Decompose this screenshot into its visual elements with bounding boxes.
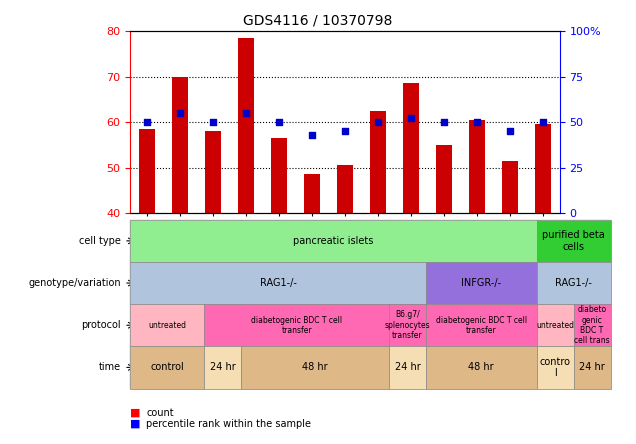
Bar bbox=[436, 145, 452, 213]
Text: pancreatic islets: pancreatic islets bbox=[293, 236, 374, 246]
Text: genotype/variation: genotype/variation bbox=[28, 278, 121, 288]
Text: GDS4116 / 10370798: GDS4116 / 10370798 bbox=[244, 13, 392, 28]
Text: cell type: cell type bbox=[79, 236, 121, 246]
Point bbox=[472, 119, 482, 126]
Text: diabetogenic BDC T cell
transfer: diabetogenic BDC T cell transfer bbox=[251, 316, 342, 335]
Point bbox=[505, 128, 515, 135]
Bar bbox=[502, 161, 518, 213]
Text: 48 hr: 48 hr bbox=[302, 362, 328, 373]
Text: 24 hr: 24 hr bbox=[394, 362, 420, 373]
Text: untreated: untreated bbox=[536, 321, 574, 330]
Text: 24 hr: 24 hr bbox=[579, 362, 605, 373]
Point bbox=[307, 131, 317, 139]
Text: ■: ■ bbox=[130, 419, 141, 429]
Bar bbox=[205, 131, 221, 213]
Text: ■: ■ bbox=[130, 408, 141, 418]
Point bbox=[241, 109, 251, 116]
Text: RAG1-/-: RAG1-/- bbox=[555, 278, 592, 288]
Bar bbox=[370, 111, 386, 213]
Text: B6.g7/
splenocytes
transfer: B6.g7/ splenocytes transfer bbox=[385, 310, 430, 340]
Point bbox=[175, 109, 185, 116]
Text: RAG1-/-: RAG1-/- bbox=[259, 278, 296, 288]
Point bbox=[406, 115, 416, 122]
Bar bbox=[172, 76, 188, 213]
Text: control: control bbox=[151, 362, 184, 373]
Point bbox=[340, 128, 350, 135]
Point bbox=[274, 119, 284, 126]
Point bbox=[142, 119, 152, 126]
Text: contro
l: contro l bbox=[540, 357, 570, 378]
Text: percentile rank within the sample: percentile rank within the sample bbox=[146, 419, 311, 429]
Point bbox=[208, 119, 218, 126]
Bar bbox=[139, 129, 155, 213]
Text: diabeto
genic
BDC T
cell trans: diabeto genic BDC T cell trans bbox=[574, 305, 610, 345]
Text: purified beta
cells: purified beta cells bbox=[543, 230, 605, 252]
Text: time: time bbox=[99, 362, 121, 373]
Bar bbox=[403, 83, 419, 213]
Text: 48 hr: 48 hr bbox=[469, 362, 494, 373]
Bar bbox=[304, 174, 321, 213]
Bar bbox=[469, 120, 485, 213]
Point bbox=[439, 119, 449, 126]
Point bbox=[538, 119, 548, 126]
Text: diabetogenic BDC T cell
transfer: diabetogenic BDC T cell transfer bbox=[436, 316, 527, 335]
Bar bbox=[271, 138, 287, 213]
Text: protocol: protocol bbox=[81, 320, 121, 330]
Text: count: count bbox=[146, 408, 174, 418]
Point bbox=[373, 119, 383, 126]
Bar bbox=[535, 124, 551, 213]
Bar bbox=[337, 165, 353, 213]
Bar bbox=[238, 38, 254, 213]
Text: INFGR-/-: INFGR-/- bbox=[461, 278, 501, 288]
Text: untreated: untreated bbox=[148, 321, 186, 330]
Text: 24 hr: 24 hr bbox=[210, 362, 235, 373]
